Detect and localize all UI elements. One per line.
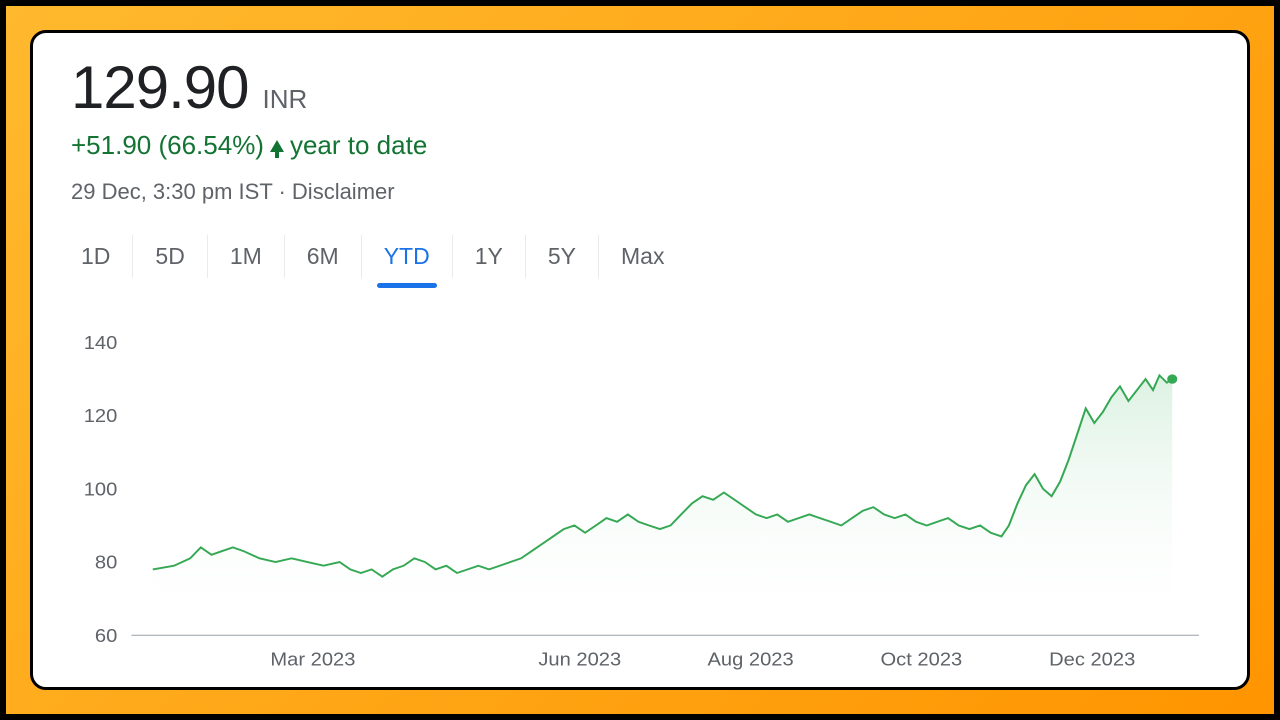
change-period: year to date [290, 130, 427, 161]
range-tabs: 1D5D1M6MYTD1Y5YMax [71, 235, 1209, 278]
outer-frame: 129.90 INR +51.90 (66.54%) year to date … [0, 0, 1280, 720]
price-value: 129.90 [71, 53, 249, 122]
tab-6m[interactable]: 6M [285, 235, 362, 278]
stock-card: 129.90 INR +51.90 (66.54%) year to date … [30, 30, 1250, 690]
svg-text:Oct 2023: Oct 2023 [881, 649, 963, 670]
tab-1y[interactable]: 1Y [453, 235, 526, 278]
arrow-up-icon [270, 140, 284, 152]
svg-text:60: 60 [95, 625, 118, 646]
svg-text:Jun 2023: Jun 2023 [538, 649, 621, 670]
svg-text:100: 100 [84, 479, 118, 500]
change-value: +51.90 (66.54%) [71, 130, 264, 161]
tab-1d[interactable]: 1D [71, 235, 133, 278]
tab-5d[interactable]: 5D [133, 235, 207, 278]
gradient-frame: 129.90 INR +51.90 (66.54%) year to date … [6, 6, 1274, 714]
timestamp-row: 29 Dec, 3:30 pm IST · Disclaimer [71, 179, 1209, 205]
price-row: 129.90 INR [71, 53, 1209, 122]
svg-text:Dec 2023: Dec 2023 [1049, 649, 1135, 670]
tab-5y[interactable]: 5Y [526, 235, 599, 278]
svg-text:80: 80 [95, 552, 118, 573]
svg-text:120: 120 [84, 406, 118, 427]
currency-label: INR [263, 84, 308, 115]
svg-text:Mar 2023: Mar 2023 [270, 649, 355, 670]
tab-1m[interactable]: 1M [208, 235, 285, 278]
tab-ytd[interactable]: YTD [362, 235, 453, 278]
price-chart: 60 80 100 120 140 Mar 2023 Jun 2023 Aug 2023 Oct… [71, 333, 1209, 673]
svg-text:140: 140 [84, 333, 118, 354]
change-row: +51.90 (66.54%) year to date [71, 130, 1209, 161]
tab-max[interactable]: Max [599, 235, 686, 278]
svg-text:Aug 2023: Aug 2023 [707, 649, 793, 670]
chart-area: 60 80 100 120 140 Mar 2023 Jun 2023 Aug 2023 Oct… [71, 333, 1209, 673]
